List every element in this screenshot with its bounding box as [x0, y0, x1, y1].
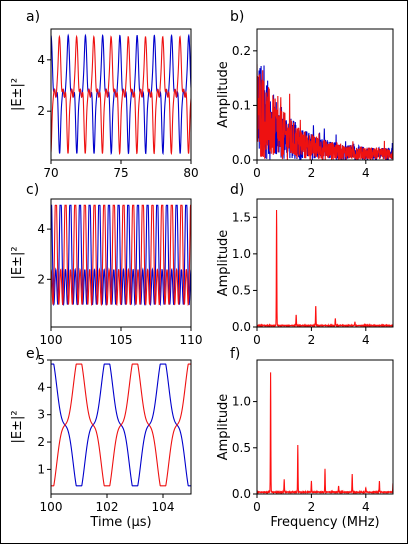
y-tick-label-a: 4 — [37, 53, 45, 67]
series-line-c-2 — [51, 204, 191, 307]
y-tick-label-b: 0.2 — [232, 44, 251, 58]
x-tick-label-b: 0 — [253, 166, 261, 180]
panel-e: e) |E±|² 100 102 104 1 2 3 4 5 — [10, 346, 192, 514]
y-axis-label-f: Amplitude — [216, 394, 231, 461]
x-tick-label-b: 4 — [362, 166, 370, 180]
series-line-e-2 — [51, 363, 191, 487]
panel-label-a: a) — [26, 9, 40, 25]
x-tick-label-c: 110 — [180, 333, 203, 347]
y-tick-label-f: 1.0 — [232, 395, 251, 409]
plot-frame-e — [50, 359, 192, 495]
panel-a: a) |E±|² 70 75 80 2 4 — [10, 9, 199, 180]
x-tick-label-c: 105 — [110, 333, 133, 347]
plot-frame-b — [256, 28, 394, 161]
x-tick-label-d: 4 — [362, 333, 370, 347]
y-tick-label-d: 1.5 — [232, 210, 251, 224]
y-tick-label-e: 1 — [37, 462, 45, 476]
panel-d: d) Amplitude 0 2 4 0.0 0.5 1.0 1.5 — [216, 182, 394, 347]
x-tick-label-e: 100 — [40, 500, 63, 514]
x-tick-label-f: 4 — [362, 500, 370, 514]
y-tick-label-d: 0.0 — [232, 320, 251, 334]
y-axis-label-a: |E±|² — [10, 78, 25, 111]
y-tick-label-b: 0.1 — [232, 98, 251, 112]
y-axis-label-e: |E±|² — [10, 410, 25, 443]
y-tick-label-e: 5 — [37, 353, 45, 367]
x-tick-label-d: 2 — [308, 333, 316, 347]
y-tick-label-e: 3 — [37, 408, 45, 422]
y-tick-label-f: 0.5 — [232, 441, 251, 455]
panel-label-c: c) — [26, 182, 39, 198]
series-line-f-1 — [257, 372, 393, 494]
x-tick-label-f: 2 — [308, 500, 316, 514]
x-tick-label-a: 70 — [43, 166, 58, 180]
y-tick-label-e: 4 — [37, 380, 45, 394]
x-tick-label-f: 0 — [253, 500, 261, 514]
plot-area-e — [51, 363, 191, 487]
series-line-a-2 — [51, 34, 191, 156]
panel-label-f: f) — [230, 346, 240, 362]
panel-c: c) |E±|² 100 105 110 2 4 — [10, 182, 202, 347]
x-tick-label-b: 2 — [308, 166, 316, 180]
y-tick-label-c: 2 — [37, 272, 45, 286]
panel-label-e: e) — [26, 346, 40, 362]
plot-area-f — [257, 372, 393, 494]
y-tick-label-a: 2 — [37, 104, 45, 118]
plot-area-b — [257, 64, 393, 160]
x-tick-label-c: 100 — [40, 333, 63, 347]
y-tick-label-b: 0.0 — [232, 153, 251, 167]
plot-area-c — [51, 204, 191, 307]
panel-f: f) Amplitude 0 2 4 0.0 0.5 1.0 — [216, 346, 394, 514]
y-axis-label-c: |E±|² — [10, 246, 25, 279]
x-tick-label-e: 104 — [152, 500, 175, 514]
y-axis-label-d: Amplitude — [216, 230, 231, 297]
y-tick-label-d: 1.0 — [232, 247, 251, 261]
plot-frame-f — [256, 359, 394, 495]
x-axis-label-frequency: Frequency (MHz) — [270, 515, 379, 530]
panel-b: b) Amplitude 0 2 4 0.0 0.1 0.2 — [216, 9, 394, 180]
x-tick-label-e: 102 — [96, 500, 119, 514]
series-line-d-1 — [257, 210, 393, 327]
y-tick-label-e: 2 — [37, 435, 45, 449]
plot-area-d — [257, 210, 393, 327]
plot-area-a — [51, 33, 191, 156]
y-axis-label-b: Amplitude — [216, 61, 231, 128]
x-tick-label-a: 75 — [113, 166, 128, 180]
x-tick-label-d: 0 — [253, 333, 261, 347]
y-tick-label-d: 0.5 — [232, 283, 251, 297]
x-axis-label-time: Time (μs) — [89, 515, 151, 530]
panel-label-d: d) — [230, 182, 244, 198]
plot-frame-d — [256, 198, 394, 328]
x-tick-label-a: 80 — [183, 166, 198, 180]
y-tick-label-f: 0.0 — [232, 487, 251, 501]
y-tick-label-c: 4 — [37, 222, 45, 236]
panel-label-b: b) — [230, 9, 244, 25]
